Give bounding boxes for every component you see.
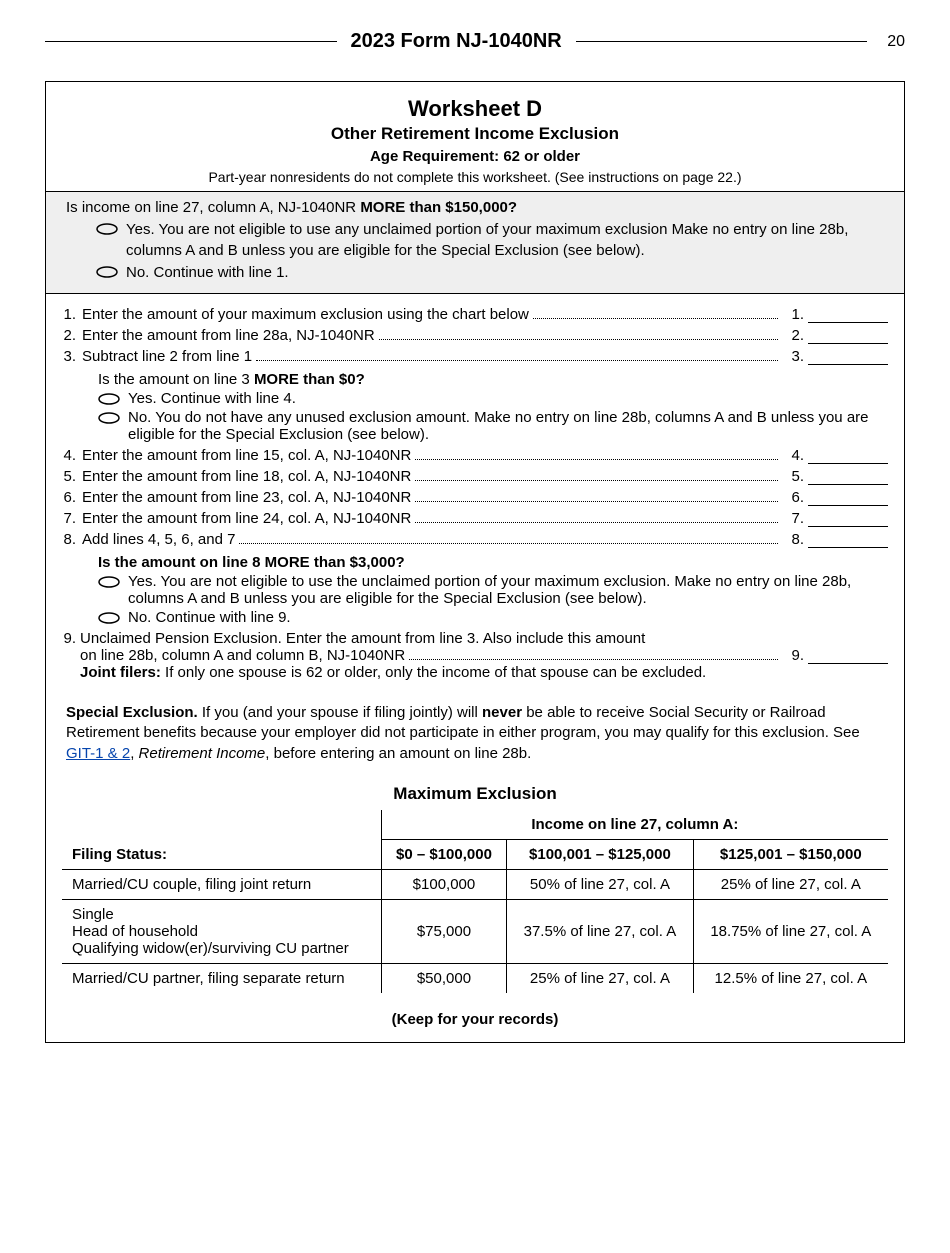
filing-status-hdr: Filing Status:: [62, 810, 381, 870]
line-1: Enter the amount of your maximum exclusi…: [80, 306, 529, 323]
git-link[interactable]: GIT-1 & 2: [66, 745, 130, 762]
worksheet-note: Part-year nonresidents do not complete t…: [56, 169, 894, 185]
form-title: 2023 Form NJ-1040NR: [337, 30, 576, 53]
oval-icon[interactable]: [98, 412, 120, 424]
line-2: Enter the amount from line 28a, NJ-1040N…: [80, 327, 375, 344]
line-1-input[interactable]: [808, 309, 888, 323]
joint-label: Joint filers:: [80, 664, 161, 681]
line-2-input[interactable]: [808, 330, 888, 344]
line-9: 9. Unclaimed Pension Exclusion. Enter th…: [58, 630, 888, 681]
max-exclusion-title: Maximum Exclusion: [46, 784, 904, 804]
worksheet-subtitle: Other Retirement Income Exclusion: [56, 124, 894, 144]
line-3-input[interactable]: [808, 351, 888, 365]
q8-no: No. Continue with line 9.: [128, 609, 888, 626]
line-7: Enter the amount from line 24, col. A, N…: [80, 510, 411, 527]
q1-bold: MORE than $150,000?: [360, 199, 517, 216]
table-row: Married/CU couple, filing joint return $…: [62, 869, 888, 899]
line-8: Add lines 4, 5, 6, and 7: [80, 531, 235, 548]
line-6: Enter the amount from line 23, col. A, N…: [80, 489, 411, 506]
question-block-150000: Is income on line 27, column A, NJ-1040N…: [46, 191, 904, 294]
line-9a: Unclaimed Pension Exclusion. Enter the a…: [80, 630, 888, 647]
line-5: Enter the amount from line 18, col. A, N…: [80, 468, 411, 485]
line-7-input[interactable]: [808, 513, 888, 527]
line-3: Subtract line 2 from line 1: [80, 348, 252, 365]
special-exclusion-para: Special Exclusion. If you (and your spou…: [46, 693, 904, 770]
worksheet-box: Worksheet D Other Retirement Income Excl…: [45, 81, 905, 1043]
q8: Is the amount on line 8 MORE than $3,000…: [98, 554, 405, 571]
range-1: $0 – $100,000: [381, 839, 507, 869]
page-number: 20: [867, 33, 905, 51]
oval-icon[interactable]: [98, 612, 120, 624]
worksheet-title: Worksheet D: [56, 96, 894, 122]
oval-icon[interactable]: [98, 576, 120, 588]
keep-for-records: (Keep for your records): [46, 993, 904, 1042]
q3-pre: Is the amount on line 3: [98, 371, 254, 388]
q3-yes: Yes. Continue with line 4.: [128, 390, 888, 407]
oval-icon[interactable]: [98, 393, 120, 405]
oval-icon[interactable]: [96, 223, 118, 235]
q3-no: No. You do not have any unused exclusion…: [128, 409, 888, 443]
q3-bold: MORE than $0?: [254, 371, 365, 388]
q1-no: No. Continue with line 1.: [126, 263, 896, 283]
line-4: Enter the amount from line 15, col. A, N…: [80, 447, 411, 464]
joint-text: If only one spouse is 62 or older, only …: [161, 664, 706, 681]
line-6-input[interactable]: [808, 492, 888, 506]
line-9b: on line 28b, column A and column B, NJ-1…: [80, 647, 405, 664]
question-block-line3: Is the amount on line 3 MORE than $0? Ye…: [98, 371, 888, 443]
income-hdr: Income on line 27, column A:: [381, 810, 888, 840]
page-header: 2023 Form NJ-1040NR 20: [45, 30, 905, 53]
table-row: Single Head of household Qualifying wido…: [62, 899, 888, 963]
oval-icon[interactable]: [96, 266, 118, 278]
max-exclusion-table: Filing Status: Income on line 27, column…: [62, 810, 888, 993]
line-4-input[interactable]: [808, 450, 888, 464]
q1-pre: Is income on line 27, column A, NJ-1040N…: [66, 199, 360, 216]
line-9-input[interactable]: [808, 650, 888, 664]
range-2: $100,001 – $125,000: [507, 839, 693, 869]
lines-1-3: 1.Enter the amount of your maximum exclu…: [46, 294, 904, 693]
q1-yes: Yes. You are not eligible to use any unc…: [126, 220, 896, 261]
line-5-input[interactable]: [808, 471, 888, 485]
special-label: Special Exclusion.: [66, 704, 198, 721]
line-8-input[interactable]: [808, 534, 888, 548]
question-block-line8: Is the amount on line 8 MORE than $3,000…: [98, 554, 888, 626]
worksheet-age: Age Requirement: 62 or older: [56, 148, 894, 165]
q8-yes: Yes. You are not eligible to use the unc…: [128, 573, 888, 607]
range-3: $125,001 – $150,000: [693, 839, 888, 869]
table-row: Married/CU partner, filing separate retu…: [62, 963, 888, 993]
